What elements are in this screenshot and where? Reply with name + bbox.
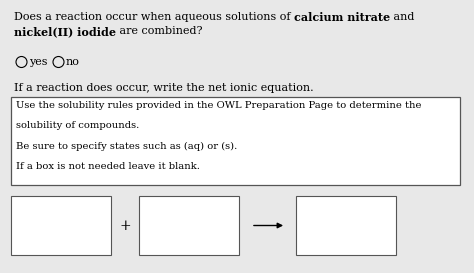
Text: calcium nitrate: calcium nitrate: [294, 12, 390, 23]
Bar: [11, 97, 460, 185]
Text: Be sure to specify states such as (aq) or (s).: Be sure to specify states such as (aq) o…: [16, 142, 237, 151]
Text: no: no: [66, 57, 80, 67]
Text: and: and: [390, 12, 414, 22]
Text: If a box is not needed leave it blank.: If a box is not needed leave it blank.: [16, 162, 200, 171]
Bar: [11, 196, 111, 255]
Text: are combined?: are combined?: [116, 26, 202, 36]
Text: nickel(II) iodide: nickel(II) iodide: [14, 26, 116, 37]
Text: yes: yes: [29, 57, 47, 67]
Bar: [296, 196, 396, 255]
Text: Does a reaction occur when aqueous solutions of: Does a reaction occur when aqueous solut…: [14, 12, 294, 22]
Text: If a reaction does occur, write the net ionic equation.: If a reaction does occur, write the net …: [14, 83, 314, 93]
Text: solubility of compounds.: solubility of compounds.: [16, 121, 139, 130]
Text: Use the solubility rules provided in the OWL Preparation Page to determine the: Use the solubility rules provided in the…: [16, 101, 421, 110]
Text: +: +: [119, 218, 131, 233]
Bar: [139, 196, 239, 255]
